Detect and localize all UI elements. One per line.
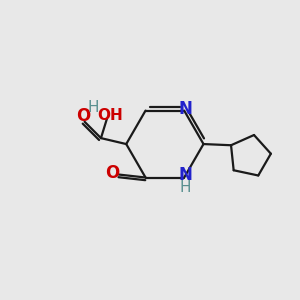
Text: O: O [76, 107, 90, 125]
Text: OH: OH [98, 108, 123, 123]
Text: H: H [180, 179, 191, 194]
Text: O: O [105, 164, 119, 182]
Text: N: N [179, 166, 193, 184]
Text: H: H [88, 100, 99, 115]
Text: N: N [179, 100, 193, 118]
